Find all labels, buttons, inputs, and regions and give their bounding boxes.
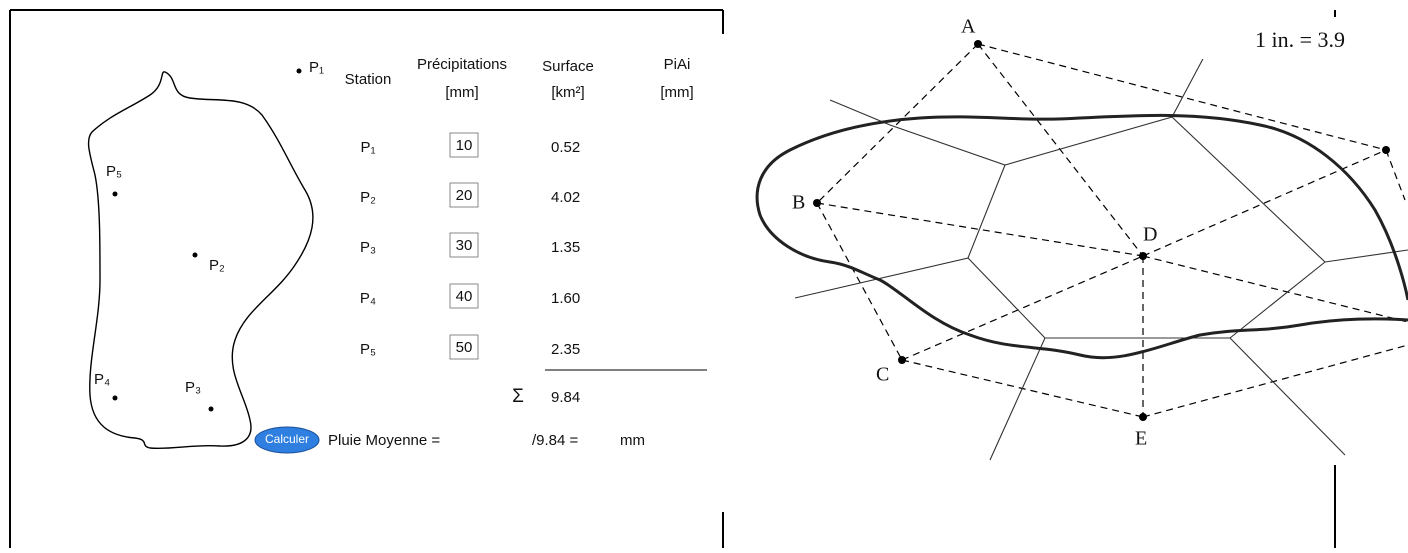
station-label: P₅ [106,163,122,180]
point-label: E [1135,428,1147,450]
surface-cell: 0.52 [551,139,580,156]
precip-value[interactable]: 30 [456,237,473,254]
calculate-button[interactable]: Calculer [254,426,320,454]
button-label[interactable]: Calculer [265,432,309,446]
station-cell: P₁ [360,139,375,156]
precip-value[interactable]: 20 [456,187,473,204]
scale-box [1188,17,1408,59]
scale-label: 1 in. = 3.9 [1255,27,1345,52]
precip-value[interactable]: 40 [456,288,473,305]
table-rows: P₁ 10 0.52 P₂ 20 4.02 P₃ 30 1.35 P₄ 40 1.60 P₅ 50 2.35 [360,132,580,360]
thiessen-diagram: A B C D E 1 in. = 3.9 [755,16,1408,461]
table-header: PiAi [664,56,691,73]
precip-input[interactable] [449,283,479,309]
map-points [112,68,302,412]
table-header: Précipitations [417,56,507,73]
point-label: B [792,192,805,214]
station-cell: P₂ [360,189,376,206]
station-cell: P₅ [360,341,376,358]
table-header: Station [345,71,392,88]
result-label: Pluie Moyenne = [328,432,440,449]
station-label: P₃ [185,379,201,396]
station-label: P₄ [94,371,110,388]
station-label: P₂ [209,257,225,274]
station-cell: P₄ [360,290,376,307]
table-header: [mm] [445,84,478,101]
dashed-links [816,43,1408,418]
surface-cell: 2.35 [551,341,580,358]
precip-value[interactable]: 50 [456,339,473,356]
result-unit: mm [620,432,645,449]
point-label: A [961,16,976,38]
result-divisor: /9.84 = [532,432,579,449]
point-label: D [1143,224,1157,246]
station-label: P₁ [309,59,324,76]
catchment-outline [87,71,314,450]
point-label: C [876,364,889,386]
surface-cell: 1.60 [551,290,580,307]
precip-input[interactable] [449,334,479,360]
precip-value[interactable]: 10 [456,137,473,154]
station-cell: P₃ [360,239,376,256]
sum-value: 9.84 [551,389,580,406]
basin-boundary [755,113,1408,360]
polygon-edges [794,54,1408,461]
surface-cell: 1.35 [551,239,580,256]
table-header: [mm] [660,84,693,101]
precip-input[interactable] [449,182,479,208]
sum-symbol: Σ [512,386,524,407]
surface-cell: 4.02 [551,189,580,206]
frame [9,9,1336,548]
precip-input[interactable] [449,232,479,258]
precip-input[interactable] [449,132,479,158]
table-header: [km²] [551,84,584,101]
table-header: Surface [542,58,594,75]
diagram-points [813,40,1390,421]
